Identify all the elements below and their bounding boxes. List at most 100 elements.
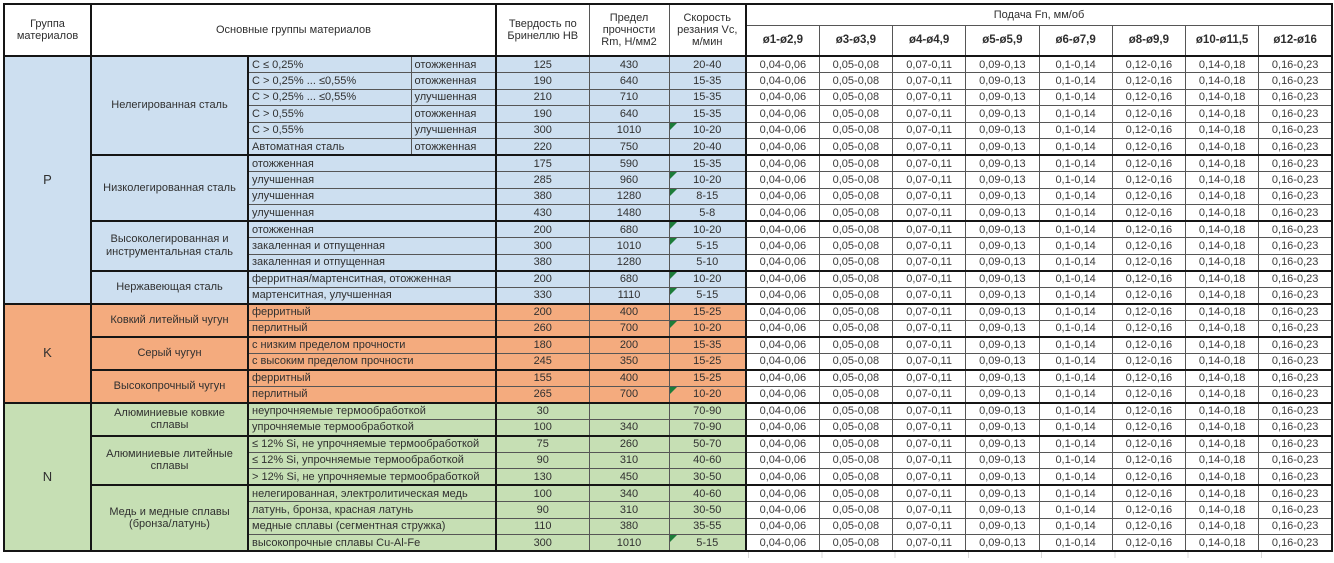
strength-value[interactable]: 710 <box>588 88 670 106</box>
hardness-value[interactable]: 430 <box>495 204 590 222</box>
feed-value[interactable]: 0,07-0,11 <box>891 286 967 304</box>
feed-value[interactable]: 0,16-0,23 <box>1258 468 1333 486</box>
feed-value[interactable]: 0,04-0,06 <box>744 154 820 172</box>
feed-value[interactable]: 0,14-0,18 <box>1184 534 1260 552</box>
feed-value[interactable]: 0,16-0,23 <box>1258 204 1333 222</box>
feed-value[interactable]: 0,09-0,13 <box>965 385 1040 403</box>
feed-value[interactable]: 0,16-0,23 <box>1258 302 1333 321</box>
feed-value[interactable]: 0,04-0,06 <box>744 105 820 123</box>
cutting-speed-value[interactable]: 70-90 <box>668 418 747 436</box>
feed-value[interactable]: 0,05-0,08 <box>818 451 894 469</box>
cutting-speed-value[interactable]: 5-15 <box>668 237 747 255</box>
feed-value[interactable]: 0,1-0,14 <box>1038 105 1113 123</box>
feed-value[interactable]: 0,04-0,06 <box>744 204 820 222</box>
feed-value[interactable]: 0,12-0,16 <box>1111 434 1187 453</box>
feed-value[interactable]: 0,12-0,16 <box>1111 220 1187 238</box>
feed-value[interactable]: 0,16-0,23 <box>1258 517 1333 535</box>
feed-value[interactable]: 0,09-0,13 <box>965 302 1040 321</box>
header-feed[interactable]: Подача Fn, мм/об <box>745 3 1333 26</box>
feed-value[interactable]: 0,1-0,14 <box>1038 286 1113 304</box>
feed-value[interactable]: 0,05-0,08 <box>818 105 894 123</box>
hardness-value[interactable]: 90 <box>495 451 590 469</box>
feed-value[interactable]: 0,07-0,11 <box>891 55 967 73</box>
feed-value[interactable]: 0,04-0,06 <box>744 534 820 552</box>
hardness-value[interactable]: 330 <box>495 286 590 304</box>
strength-value[interactable]: 350 <box>588 352 670 370</box>
feed-value[interactable]: 0,14-0,18 <box>1184 55 1260 73</box>
feed-value[interactable]: 0,1-0,14 <box>1038 335 1113 354</box>
feed-value[interactable]: 0,1-0,14 <box>1038 121 1113 139</box>
hardness-value[interactable]: 380 <box>495 187 590 205</box>
hardness-value[interactable]: 220 <box>495 138 590 156</box>
hardness-value[interactable]: 285 <box>495 171 590 189</box>
header-feed-col-3[interactable]: ø4-ø4,9 <box>891 24 967 57</box>
feed-value[interactable]: 0,07-0,11 <box>891 154 967 172</box>
feed-value[interactable]: 0,14-0,18 <box>1184 451 1260 469</box>
feed-value[interactable]: 0,16-0,23 <box>1258 418 1333 436</box>
feed-value[interactable]: 0,1-0,14 <box>1038 154 1113 172</box>
feed-value[interactable]: 0,07-0,11 <box>891 484 967 502</box>
strength-value[interactable]: 400 <box>588 302 670 321</box>
strength-value[interactable]: 450 <box>588 468 670 486</box>
feed-value[interactable]: 0,16-0,23 <box>1258 88 1333 106</box>
material-subgroup-name[interactable]: Алюминиевые литейные сплавы <box>90 434 249 486</box>
feed-value[interactable]: 0,04-0,06 <box>744 121 820 139</box>
feed-value[interactable]: 0,09-0,13 <box>965 451 1040 469</box>
feed-value[interactable]: 0,07-0,11 <box>891 253 967 271</box>
feed-value[interactable]: 0,14-0,18 <box>1184 269 1260 288</box>
header-feed-col-8[interactable]: ø12-ø16 <box>1258 24 1333 57</box>
material-condition-cell[interactable]: ферритный <box>247 302 497 321</box>
feed-value[interactable]: 0,12-0,16 <box>1111 154 1187 172</box>
strength-value[interactable]: 1280 <box>588 187 670 205</box>
feed-value[interactable]: 0,05-0,08 <box>818 418 894 436</box>
feed-value[interactable]: 0,16-0,23 <box>1258 352 1333 370</box>
strength-value[interactable]: 310 <box>588 451 670 469</box>
strength-value[interactable]: 700 <box>588 319 670 337</box>
feed-value[interactable]: 0,04-0,06 <box>744 237 820 255</box>
feed-value[interactable]: 0,12-0,16 <box>1111 237 1187 255</box>
cutting-speed-value[interactable]: 5-10 <box>668 253 747 271</box>
material-subgroup-name[interactable]: Низколегированная сталь <box>90 154 249 222</box>
feed-value[interactable]: 0,09-0,13 <box>965 154 1040 172</box>
feed-value[interactable]: 0,07-0,11 <box>891 352 967 370</box>
feed-value[interactable]: 0,09-0,13 <box>965 335 1040 354</box>
feed-value[interactable]: 0,04-0,06 <box>744 484 820 502</box>
feed-value[interactable]: 0,1-0,14 <box>1038 187 1113 205</box>
feed-value[interactable]: 0,12-0,16 <box>1111 501 1187 519</box>
feed-value[interactable]: 0,16-0,23 <box>1258 154 1333 172</box>
feed-value[interactable]: 0,09-0,13 <box>965 72 1040 90</box>
cutting-speed-value[interactable]: 15-35 <box>668 335 747 354</box>
feed-value[interactable]: 0,07-0,11 <box>891 468 967 486</box>
feed-value[interactable]: 0,05-0,08 <box>818 517 894 535</box>
strength-value[interactable]: 430 <box>588 55 670 73</box>
material-group-letter[interactable]: P <box>3 55 92 304</box>
feed-value[interactable]: 0,04-0,06 <box>744 171 820 189</box>
feed-value[interactable]: 0,12-0,16 <box>1111 105 1187 123</box>
cutting-speed-value[interactable]: 10-20 <box>668 121 747 139</box>
material-condition-cell[interactable]: отожженная <box>247 154 497 172</box>
material-condition-cell[interactable]: улучшенная <box>247 204 497 222</box>
feed-value[interactable]: 0,16-0,23 <box>1258 335 1333 354</box>
feed-value[interactable]: 0,09-0,13 <box>965 269 1040 288</box>
feed-value[interactable]: 0,14-0,18 <box>1184 302 1260 321</box>
feed-value[interactable]: 0,14-0,18 <box>1184 253 1260 271</box>
feed-value[interactable]: 0,16-0,23 <box>1258 187 1333 205</box>
material-state-cell[interactable]: улучшенная <box>410 88 497 106</box>
feed-value[interactable]: 0,05-0,08 <box>818 138 894 156</box>
feed-value[interactable]: 0,07-0,11 <box>891 138 967 156</box>
feed-value[interactable]: 0,12-0,16 <box>1111 401 1187 420</box>
strength-value[interactable]: 1010 <box>588 237 670 255</box>
feed-value[interactable]: 0,16-0,23 <box>1258 501 1333 519</box>
feed-value[interactable]: 0,09-0,13 <box>965 138 1040 156</box>
feed-value[interactable]: 0,05-0,08 <box>818 72 894 90</box>
feed-value[interactable]: 0,14-0,18 <box>1184 434 1260 453</box>
cutting-speed-value[interactable]: 40-60 <box>668 451 747 469</box>
feed-value[interactable]: 0,05-0,08 <box>818 352 894 370</box>
feed-value[interactable]: 0,12-0,16 <box>1111 138 1187 156</box>
cutting-speed-value[interactable]: 5-15 <box>668 286 747 304</box>
feed-value[interactable]: 0,1-0,14 <box>1038 517 1113 535</box>
feed-value[interactable]: 0,16-0,23 <box>1258 269 1333 288</box>
feed-value[interactable]: 0,1-0,14 <box>1038 55 1113 73</box>
header-feed-col-1[interactable]: ø1-ø2,9 <box>744 24 820 57</box>
material-subgroup-name[interactable]: Нелегированная сталь <box>90 55 249 156</box>
